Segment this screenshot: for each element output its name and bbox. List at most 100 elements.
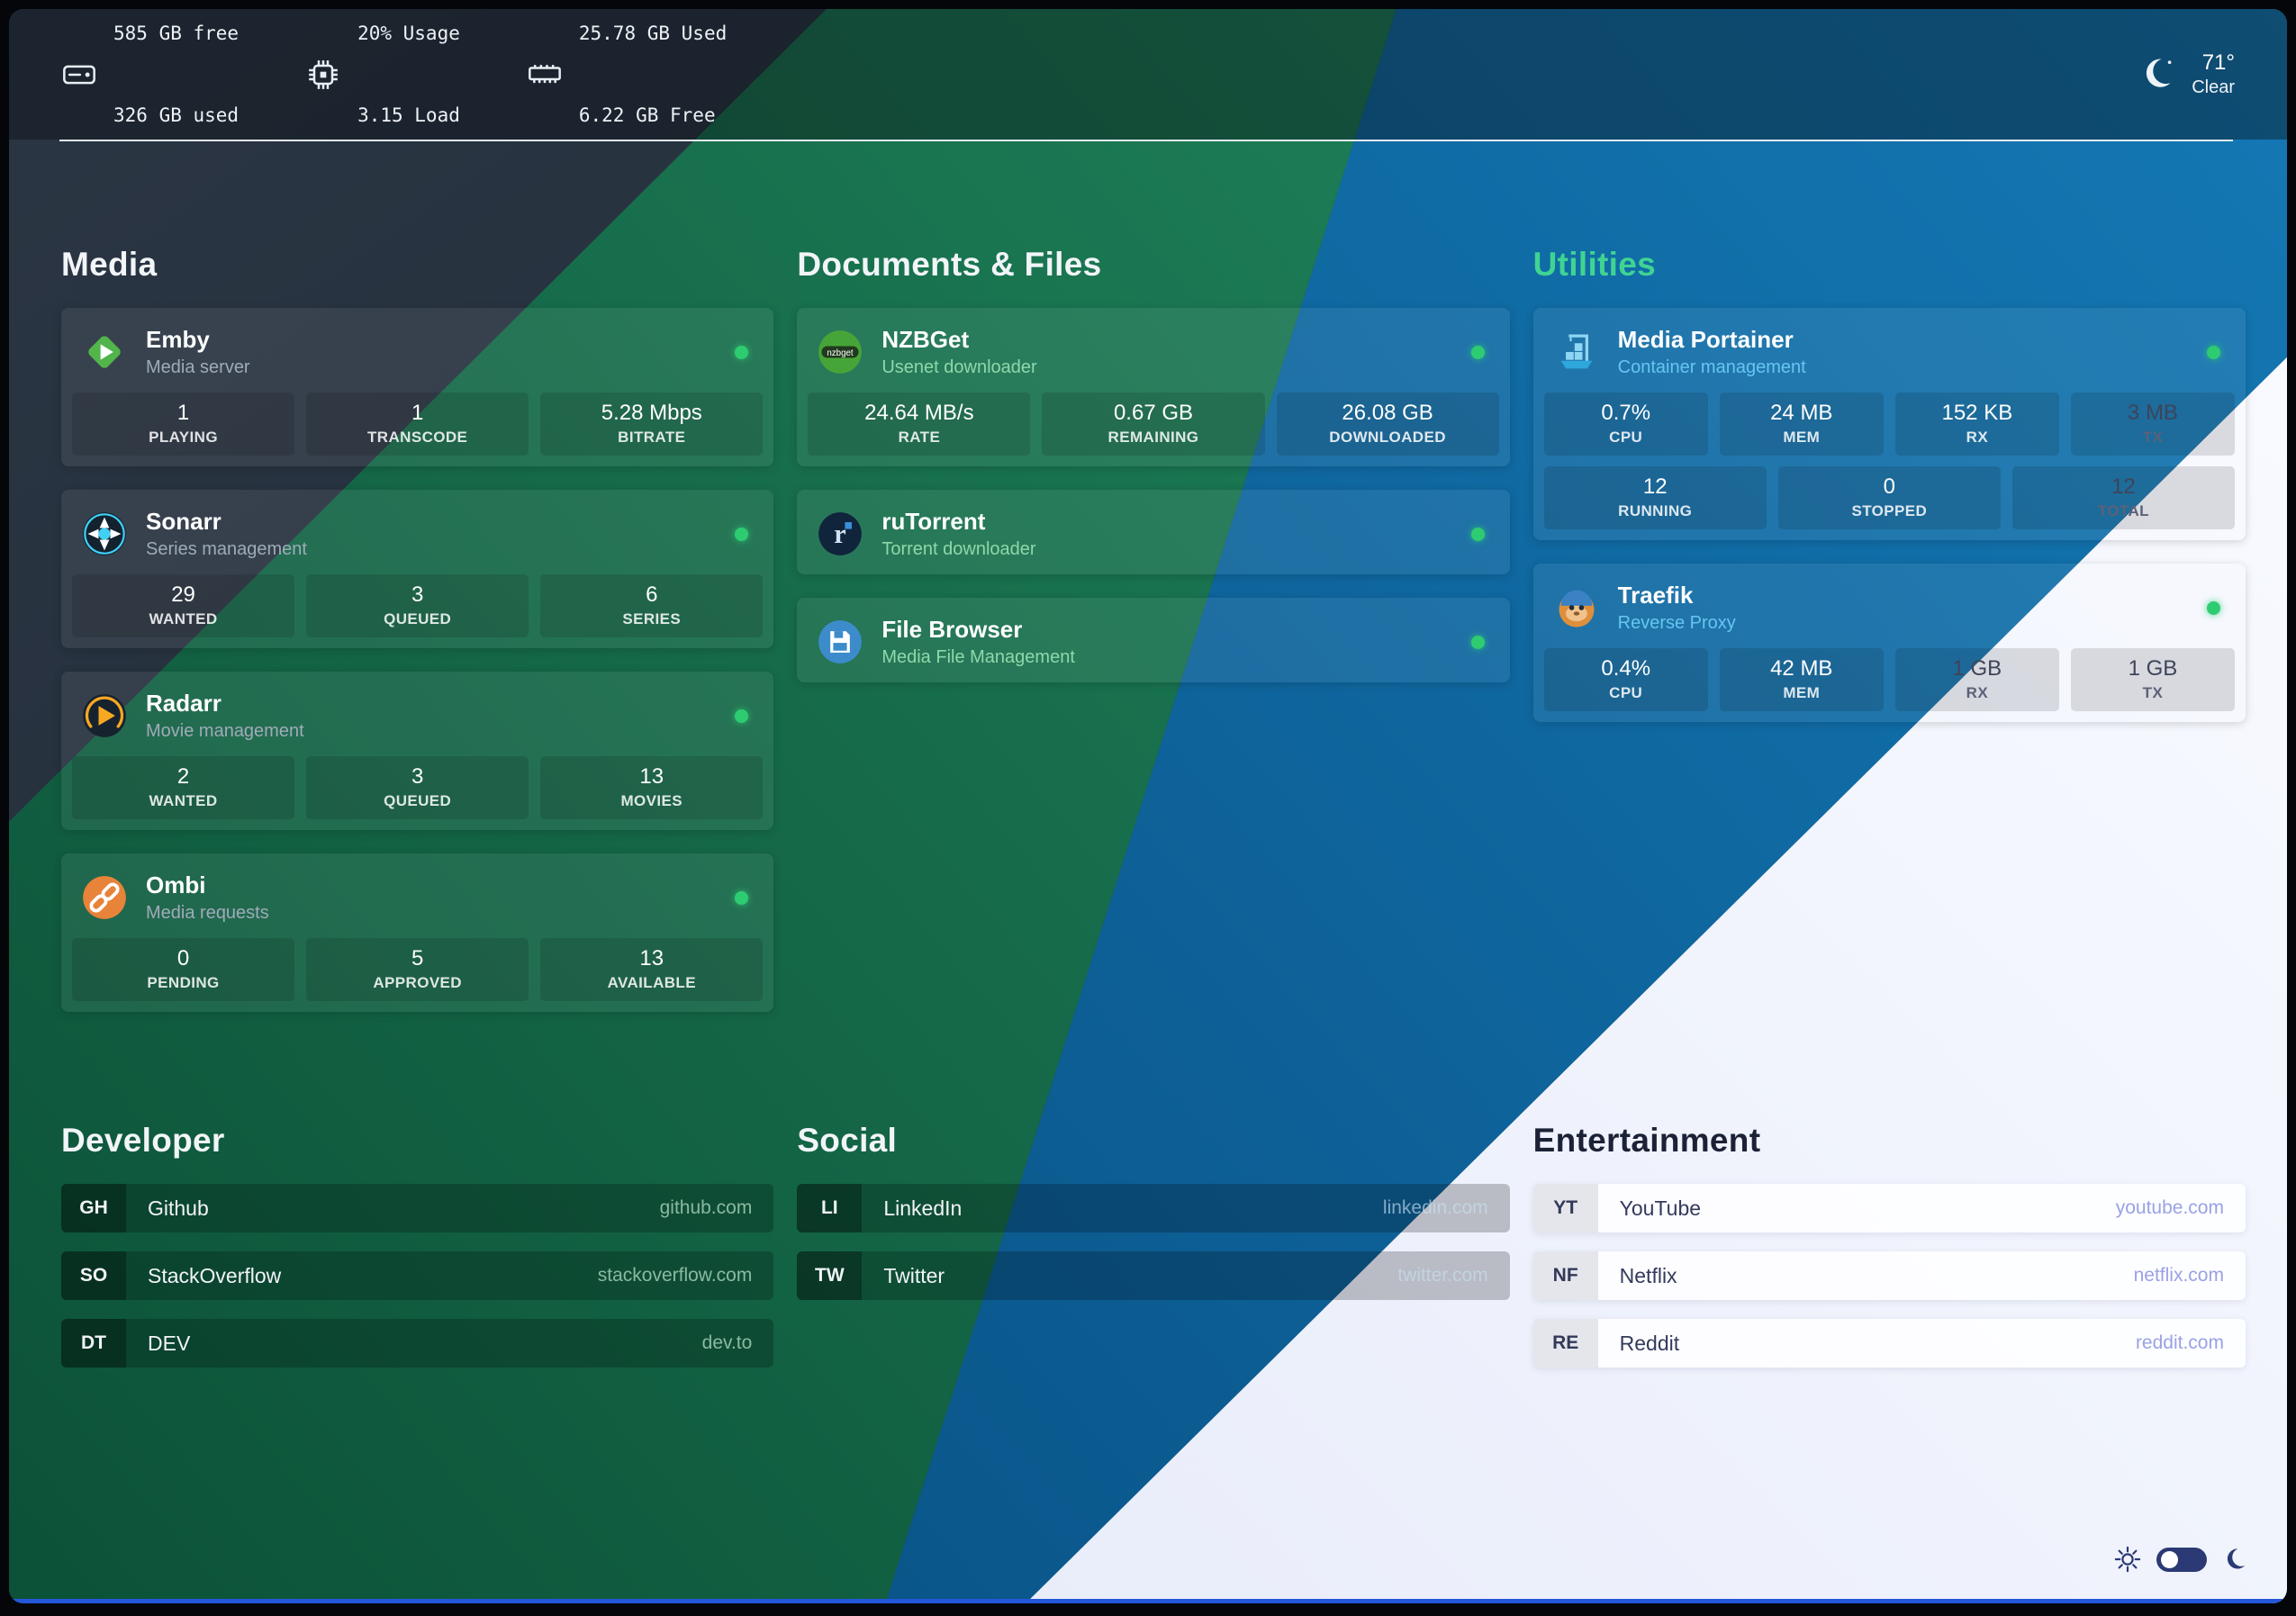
link-tag: GH xyxy=(61,1184,126,1232)
link-tag: DT xyxy=(61,1319,126,1368)
moon-icon[interactable] xyxy=(2222,1547,2247,1572)
section-social: Social LI LinkedIn linkedin.com TW Twitt… xyxy=(797,1122,1510,1386)
link-domain: github.com xyxy=(659,1197,753,1218)
stat-remaining: 0.67 GB REMAINING xyxy=(1042,393,1265,456)
app-card-portainer[interactable]: Media Portainer Container management 0.7… xyxy=(1532,308,2246,540)
app-subtitle: Container management xyxy=(1617,357,1806,377)
link-tag: TW xyxy=(797,1251,863,1300)
nzbget-icon: nzbget xyxy=(817,329,863,375)
stat-bitrate: 5.28 Mbps BITRATE xyxy=(540,393,764,456)
link-name: Twitter xyxy=(883,1263,945,1287)
app-card-nzbget[interactable]: nzbget NZBGet Usenet downloader 24.64 MB… xyxy=(797,308,1510,466)
app-card-filebrowser[interactable]: File Browser Media File Management xyxy=(797,598,1510,682)
header-divider xyxy=(59,140,2233,141)
link-name: DEV xyxy=(148,1331,191,1355)
cpu-usage-text: 20% Usage xyxy=(357,22,460,44)
stat-pending: 0 PENDING xyxy=(72,938,295,1001)
stat-playing: 1 PLAYING xyxy=(72,393,295,456)
theme-controls xyxy=(2114,1546,2247,1573)
app-name: Sonarr xyxy=(146,508,221,535)
status-online-dot xyxy=(1470,527,1485,541)
stat-running: 12 RUNNING xyxy=(1543,466,1767,529)
link-stackoverflow[interactable]: SO StackOverflow stackoverflow.com xyxy=(61,1251,774,1300)
app-card-ombi[interactable]: Ombi Media requests 0 PENDING 5 APPROVED 1… xyxy=(61,853,774,1012)
app-subtitle: Torrent downloader xyxy=(881,539,1036,559)
section-utilities: Utilities Media Portainer Container mana… xyxy=(1532,246,2246,1035)
app-card-radarr[interactable]: Radarr Movie management 2 WANTED 3 QUEUED … xyxy=(61,672,774,830)
ombi-icon xyxy=(81,874,128,921)
theme-toggle-knob xyxy=(2161,1550,2178,1568)
disk-stats: 585 GB free 326 GB used xyxy=(61,9,239,184)
link-name: Reddit xyxy=(1619,1331,1680,1355)
status-online-dot xyxy=(1470,635,1485,649)
disk-icon xyxy=(61,57,97,93)
link-youtube[interactable]: YT YouTube youtube.com xyxy=(1532,1184,2246,1232)
stat-rate: 24.64 MB/s RATE xyxy=(808,393,1031,456)
section-title-entertainment: Entertainment xyxy=(1532,1122,1761,1159)
app-card-emby[interactable]: Emby Media server 1 PLAYING 1 TRANSCODE 5.… xyxy=(61,308,774,466)
dashboard: 585 GB free 326 GB used 20% Usage 3.15 L… xyxy=(9,9,2287,1603)
status-online-dot xyxy=(735,709,749,723)
status-online-dot xyxy=(1470,345,1485,359)
link-dev[interactable]: DT DEV dev.to xyxy=(61,1319,774,1368)
app-name: File Browser xyxy=(881,616,1023,643)
status-online-dot xyxy=(2206,600,2220,615)
disk-used-text: 326 GB used xyxy=(113,104,240,126)
memory-free-text: 6.22 GB Free xyxy=(578,104,716,126)
app-card-sonarr[interactable]: Sonarr Series management 29 WANTED 3 QUEUE… xyxy=(61,490,774,648)
app-name: Emby xyxy=(146,326,210,353)
app-subtitle: Media requests xyxy=(146,903,269,923)
app-subtitle: Usenet downloader xyxy=(881,357,1037,377)
stat-rx: 1 GB RX xyxy=(1894,648,2059,711)
link-linkedin[interactable]: LI LinkedIn linkedin.com xyxy=(797,1184,1510,1232)
link-netflix[interactable]: NF Netflix netflix.com xyxy=(1532,1251,2246,1300)
stat-total: 12 TOTAL xyxy=(2011,466,2235,529)
link-domain: netflix.com xyxy=(2133,1265,2224,1286)
memory-used-text: 25.78 GB Used xyxy=(578,22,728,44)
status-online-dot xyxy=(2206,345,2220,359)
app-card-traefik[interactable]: Traefik Reverse Proxy 0.4% CPU 42 MB MEM 1… xyxy=(1532,564,2246,722)
portainer-icon xyxy=(1553,329,1600,375)
stat-rx: 152 KB RX xyxy=(1894,393,2059,456)
link-github[interactable]: GH Github github.com xyxy=(61,1184,774,1232)
clear-night-icon xyxy=(2136,55,2175,95)
link-tag: YT xyxy=(1532,1184,1598,1232)
link-domain: twitter.com xyxy=(1397,1265,1488,1286)
app-subtitle: Movie management xyxy=(146,721,304,741)
stat-queued: 3 QUEUED xyxy=(306,574,529,637)
app-card-rutorrent[interactable]: r ruTorrent Torrent downloader xyxy=(797,490,1510,574)
app-name: Radarr xyxy=(146,690,221,717)
link-tag: RE xyxy=(1532,1319,1598,1368)
link-reddit[interactable]: RE Reddit reddit.com xyxy=(1532,1319,2246,1368)
weather-condition: Clear xyxy=(2192,77,2235,97)
section-media: Media Emby Media server 1 PLAYING xyxy=(61,246,774,1035)
stat-cpu: 0.7% CPU xyxy=(1543,393,1708,456)
section-documents-files: Documents & Files nzbget NZBGet Usenet d… xyxy=(797,246,1510,1035)
section-developer: Developer GH Github github.com SO StackO… xyxy=(61,1122,774,1386)
filebrowser-icon xyxy=(817,618,863,665)
section-title-utilities: Utilities xyxy=(1532,246,1656,283)
link-twitter[interactable]: TW Twitter twitter.com xyxy=(797,1251,1510,1300)
section-entertainment: Entertainment YT YouTube youtube.com NF … xyxy=(1532,1122,2246,1386)
link-name: StackOverflow xyxy=(148,1263,282,1287)
app-name: ruTorrent xyxy=(881,508,986,535)
stat-mem: 42 MB MEM xyxy=(1719,648,1884,711)
theme-toggle[interactable] xyxy=(2156,1547,2207,1572)
link-domain: linkedin.com xyxy=(1382,1197,1488,1218)
app-name: Ombi xyxy=(146,871,206,898)
system-stats-bar: 585 GB free 326 GB used 20% Usage 3.15 L… xyxy=(9,9,2287,140)
cpu-load-text: 3.15 Load xyxy=(357,104,460,126)
section-title-documents: Documents & Files xyxy=(797,246,1102,283)
sun-icon[interactable] xyxy=(2114,1546,2141,1573)
stat-wanted: 29 WANTED xyxy=(72,574,295,637)
memory-stats: 25.78 GB Used 6.22 GB Free xyxy=(527,9,727,184)
window-bottom-edge xyxy=(9,1599,2287,1603)
stat-available: 13 AVAILABLE xyxy=(540,938,764,1001)
app-subtitle: Media File Management xyxy=(881,647,1075,667)
link-domain: dev.to xyxy=(701,1332,753,1353)
app-subtitle: Media server xyxy=(146,357,250,377)
cpu-icon xyxy=(305,57,341,93)
sonarr-icon xyxy=(81,510,128,557)
app-subtitle: Reverse Proxy xyxy=(1617,613,1736,633)
cpu-stats: 20% Usage 3.15 Load xyxy=(305,9,460,184)
